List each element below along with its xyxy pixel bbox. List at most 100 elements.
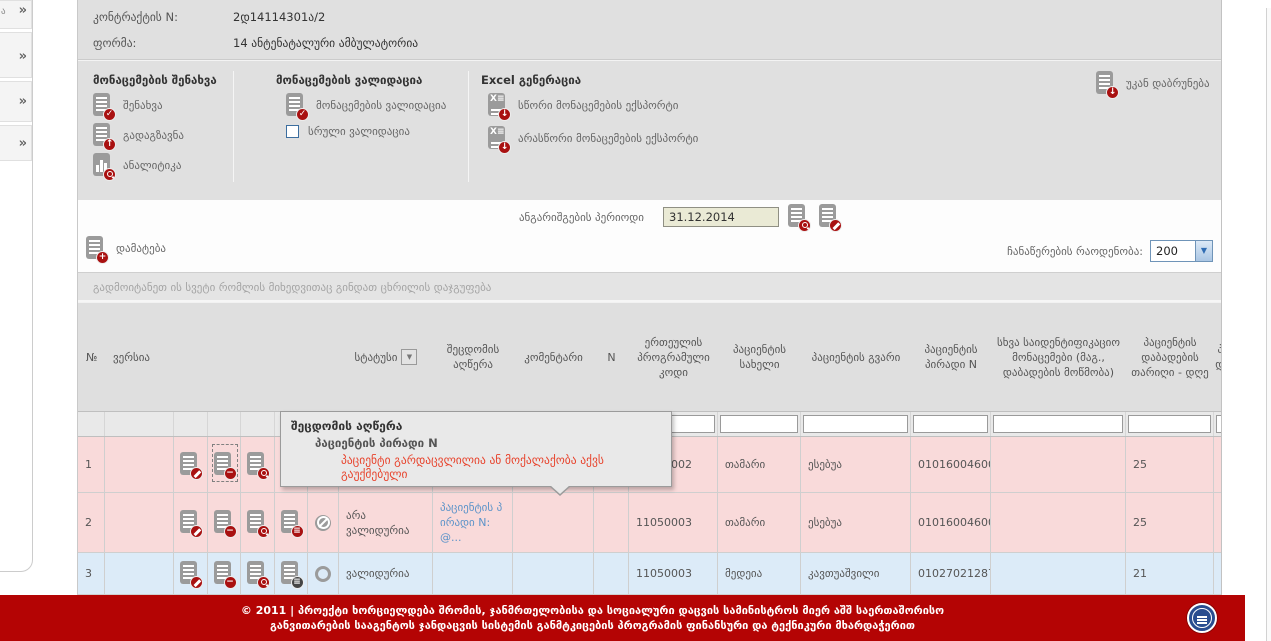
row-log-button[interactable]: ≡ bbox=[275, 553, 308, 595]
form-label: ფორმა: bbox=[93, 36, 137, 50]
filter-input-birth-next[interactable] bbox=[1216, 415, 1221, 433]
cell-unit-code: 11050003 bbox=[629, 553, 718, 595]
back-button[interactable]: ↓ უკან დაბრუნება bbox=[1096, 71, 1210, 99]
period-label: ანგარიშგების პერიოდი bbox=[518, 211, 644, 224]
filter-input-first-name[interactable] bbox=[720, 415, 798, 433]
column-header-unit-code[interactable]: ერთეულის პროგრამული კოდი bbox=[637, 335, 710, 379]
send-button[interactable]: ↑ გადაგზავნა bbox=[93, 123, 184, 151]
cell-no: 1 bbox=[78, 437, 105, 493]
cell-last-name: ესებუა bbox=[801, 437, 911, 493]
view-icon bbox=[247, 452, 270, 480]
row-log-button[interactable]: ≡ bbox=[275, 493, 308, 553]
sidebar-panel-1[interactable]: ა » bbox=[0, 0, 32, 29]
column-header-birth-day[interactable]: პაციენტის დაბადების თარიღი - დღე bbox=[1131, 335, 1209, 379]
cell-version bbox=[105, 553, 174, 595]
save-button[interactable]: ✓ შენახვა bbox=[93, 93, 163, 121]
search-badge-icon bbox=[257, 467, 270, 480]
row-edit-button[interactable] bbox=[174, 493, 208, 553]
edit-icon bbox=[180, 452, 203, 480]
cell-status: ვალიდურია bbox=[339, 553, 433, 595]
records-count-select[interactable]: 200 ▼ bbox=[1150, 240, 1213, 262]
view-icon bbox=[247, 561, 270, 589]
row-state-indicator bbox=[308, 493, 339, 553]
cell-personal-n: 01016004600 bbox=[911, 437, 991, 493]
filter-input-other-id[interactable] bbox=[993, 415, 1123, 433]
export-valid-button[interactable]: ↓ სწორი მონაცემების ექსპორტი bbox=[488, 93, 678, 121]
row-edit-button[interactable] bbox=[174, 437, 208, 493]
expand-chevron-icon[interactable]: » bbox=[18, 49, 27, 64]
column-header-birth-next[interactable]: პაციენტის დაბადების bbox=[1214, 303, 1221, 411]
period-search-button[interactable] bbox=[788, 204, 811, 232]
row-delete-button[interactable]: − bbox=[208, 437, 241, 493]
cell-personal-n: 01027021287 bbox=[911, 553, 991, 595]
sidebar-panel-4[interactable]: » bbox=[0, 125, 32, 161]
error-details-link[interactable]: პაციენტის პირადი N:@... bbox=[440, 501, 503, 544]
ministry-seal-icon bbox=[1187, 603, 1217, 633]
log-icon: ≡ bbox=[280, 510, 304, 538]
column-header-error[interactable]: შეცდომის აღწერა bbox=[446, 343, 500, 371]
row-delete-button[interactable]: − bbox=[208, 493, 241, 553]
sidebar: ა » » » » bbox=[0, 0, 33, 572]
expand-chevron-icon[interactable]: » bbox=[18, 3, 27, 18]
edit-icon bbox=[180, 561, 203, 589]
menu-badge-icon: ≡ bbox=[290, 576, 304, 589]
period-input[interactable] bbox=[663, 207, 779, 227]
row-edit-button[interactable] bbox=[174, 553, 208, 595]
period-apply-button[interactable] bbox=[819, 204, 842, 232]
arrow-up-badge-icon: ↑ bbox=[103, 138, 116, 151]
cell-other-id bbox=[991, 553, 1126, 595]
column-header-other-id[interactable]: სხვა საიდენტიფიკაციო მონაცემები (მაგ., დ… bbox=[996, 335, 1121, 379]
form-value: 14 ანტენატალური ამბულატორია bbox=[233, 36, 419, 50]
column-header-comment[interactable]: კომენტარი bbox=[524, 350, 583, 364]
minus-badge-icon: − bbox=[223, 576, 237, 589]
drag-selection-outline bbox=[212, 444, 238, 482]
scrollbar-track[interactable] bbox=[1266, 8, 1271, 641]
check-badge-icon: ✓ bbox=[103, 108, 116, 121]
table-header: № ვერსია სტატუსი ▼ შეცდომის აღწერა კომენ… bbox=[78, 302, 1221, 412]
arrow-down-badge-icon: ↓ bbox=[498, 141, 511, 154]
row-view-button[interactable] bbox=[241, 493, 275, 553]
column-header-status[interactable]: სტატუსი ▼ bbox=[339, 303, 433, 411]
column-header-version[interactable]: ვერსია bbox=[113, 350, 151, 364]
filter-input-last-name[interactable] bbox=[803, 415, 908, 433]
filter-input-personal-n[interactable] bbox=[913, 415, 988, 433]
tooltip-message: პაციენტი გარდაცვლილია ან მოქალაქობა აქვს… bbox=[341, 453, 604, 481]
cell-comment bbox=[513, 553, 594, 595]
export-invalid-button[interactable]: ↓ არასწორი მონაცემების ექსპორტი bbox=[488, 126, 698, 154]
tooltip-title: შეცდომის აღწერა bbox=[291, 419, 403, 433]
status-filter-dropdown[interactable]: ▼ bbox=[401, 349, 418, 365]
row-delete-button[interactable]: − bbox=[208, 553, 241, 595]
analytics-button[interactable]: ანალიტიკა bbox=[93, 153, 181, 181]
column-header-last-name[interactable]: პაციენტის გვარი bbox=[811, 350, 901, 364]
expand-chevron-icon[interactable]: » bbox=[18, 136, 27, 151]
expand-chevron-icon[interactable]: » bbox=[18, 94, 27, 109]
grouping-drop-zone[interactable]: გადმოიტანეთ ის სვეტი რომლის მიხედვითაც გ… bbox=[78, 272, 1221, 302]
validate-button[interactable]: ✓ მონაცემების ვალიდაცია bbox=[286, 93, 446, 121]
delete-icon: − bbox=[213, 510, 237, 538]
full-validation-option[interactable]: სრული ვალიდაცია bbox=[286, 125, 410, 138]
row-view-button[interactable] bbox=[241, 437, 275, 493]
column-header-first-name[interactable]: პაციენტის სახელი bbox=[732, 343, 787, 371]
cell-error bbox=[433, 553, 513, 595]
add-record-button[interactable]: + დამატება bbox=[86, 236, 166, 264]
error-tooltip: შეცდომის აღწერა პაციენტის პირადი N პაციე… bbox=[280, 411, 672, 496]
sidebar-panel-3[interactable]: » bbox=[0, 81, 32, 122]
column-header-empty bbox=[241, 303, 275, 411]
controls-band: ანგარიშგების პერიოდი + დამატება ჩანაწერე… bbox=[78, 200, 1221, 272]
cell-last-name: ესებუა bbox=[801, 493, 911, 553]
cell-first-name: თამარი bbox=[718, 437, 801, 493]
cell-birth-next: 2 bbox=[1214, 493, 1221, 553]
row-view-button[interactable] bbox=[241, 553, 275, 595]
search-badge-icon bbox=[103, 168, 116, 181]
column-header-personal-n[interactable]: პაციენტის პირადი N bbox=[924, 343, 978, 371]
cell-birth-day: 21 bbox=[1126, 553, 1214, 595]
full-validation-checkbox[interactable] bbox=[286, 125, 299, 138]
footer: © 2011 | პროექტი ხორციელდება შრომის, ჯან… bbox=[0, 595, 1245, 641]
pencil-badge-icon bbox=[190, 525, 203, 538]
add-icon: + bbox=[86, 236, 109, 264]
select-arrow-icon[interactable]: ▼ bbox=[1195, 241, 1212, 261]
column-header-n[interactable]: N bbox=[607, 350, 616, 364]
column-header-no[interactable]: № bbox=[86, 350, 98, 364]
sidebar-panel-2[interactable]: » bbox=[0, 32, 32, 78]
filter-input-birth-day[interactable] bbox=[1128, 415, 1211, 433]
